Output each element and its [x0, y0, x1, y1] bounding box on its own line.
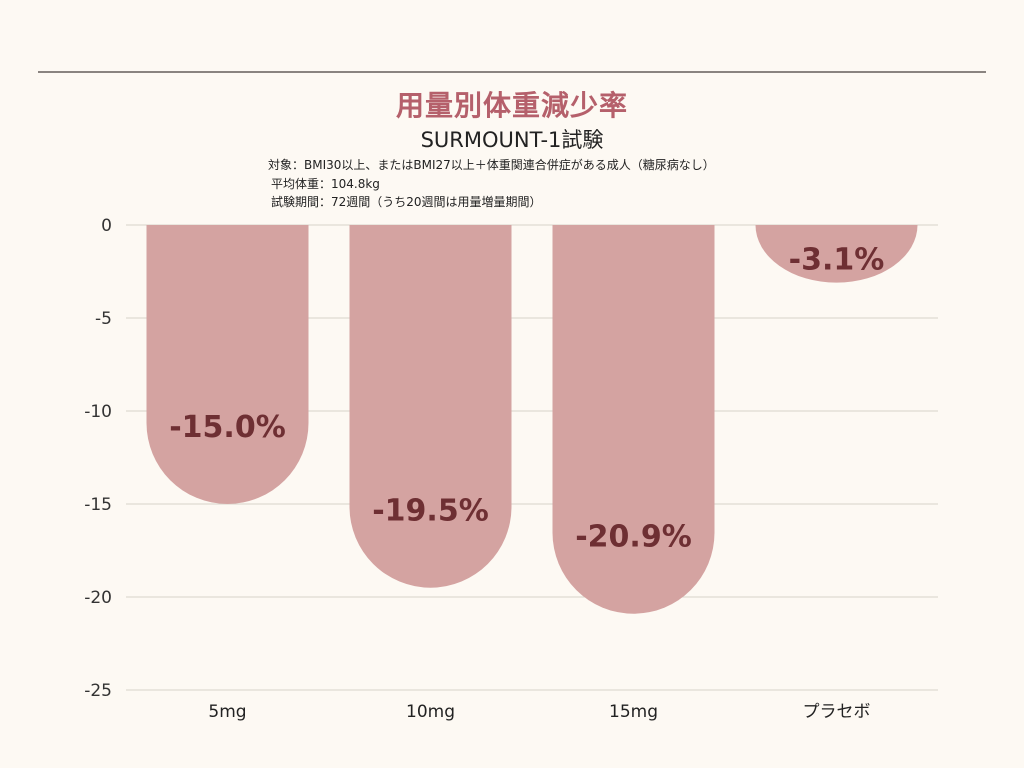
bar	[552, 225, 715, 614]
x-tick-label: 10mg	[406, 702, 455, 722]
bar	[755, 225, 918, 283]
data-label: -15.0%	[169, 410, 286, 445]
data-label: -20.9%	[575, 520, 692, 555]
study-note-target: 対象：BMI30以上、またはBMI27以上＋体重関連合併症がある成人（糖尿病なし…	[268, 158, 715, 172]
top-divider	[38, 71, 986, 73]
y-tick-label: -20	[84, 588, 112, 608]
study-note-period: 試験期間：72週間（うち20週間は用量増量期間）	[271, 195, 542, 209]
y-tick-label: 0	[101, 216, 112, 236]
chart-subtitle: SURMOUNT-1試験	[420, 128, 604, 152]
study-note-weight: 平均体重：104.8kg	[271, 177, 380, 191]
bar	[146, 225, 309, 504]
data-label: -19.5%	[372, 494, 489, 529]
y-tick-label: -10	[84, 402, 112, 422]
x-tick-label: プラセボ	[803, 702, 871, 722]
data-label: -3.1%	[789, 243, 885, 278]
y-tick-label: -15	[84, 495, 112, 515]
bar	[349, 225, 512, 588]
y-tick-label: -25	[84, 681, 112, 701]
y-tick-label: -5	[95, 309, 112, 329]
chart-title: 用量別体重減少率	[395, 89, 628, 122]
x-tick-label: 15mg	[609, 702, 658, 722]
x-tick-label: 5mg	[208, 702, 246, 722]
